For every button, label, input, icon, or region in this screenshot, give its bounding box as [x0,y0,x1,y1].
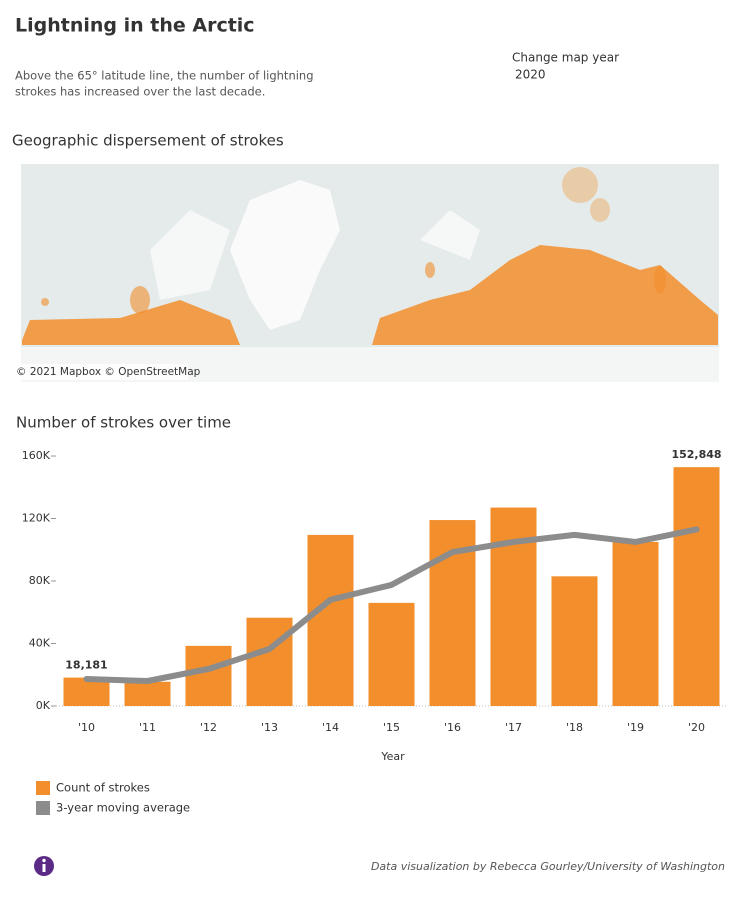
x-tick-label: '20 [688,721,705,734]
x-tick-label: '18 [566,721,583,734]
bar [612,541,659,706]
description: strokes has increased over the last deca… [15,85,265,99]
x-tick-label: '19 [627,721,644,734]
data-label: 152,848 [671,448,721,461]
legend-label: Count of strokes [56,781,150,795]
legend-swatch [36,781,50,795]
x-tick-label: '11 [139,721,156,734]
x-tick-label: '15 [383,721,400,734]
x-tick-label: '12 [200,721,217,734]
bar [673,467,720,706]
x-tick-label: '17 [505,721,522,734]
bar [368,602,415,706]
y-tick-label: 160K [22,449,51,462]
bar [246,617,293,706]
control-value[interactable]: 2020 [515,68,546,82]
bar [307,534,354,706]
credit: Data visualization by Rebecca Gourley/Un… [371,860,725,873]
bar [124,681,171,706]
map-attribution: © 2021 Mapbox © OpenStreetMap [16,366,201,378]
info-icon[interactable] [34,856,54,876]
data-label: 18,181 [65,659,107,672]
description: Above the 65° latitude line, the number … [15,69,314,83]
title: Lightning in the Arctic [15,15,255,37]
map: © 2021 Mapbox © OpenStreetMap [13,164,719,382]
y-tick-label: 120K [22,512,51,525]
control-label: Change map year [512,51,619,65]
y-tick-label: 80K [29,574,51,587]
legend-swatch [36,801,50,815]
x-axis-label: Year [380,750,405,763]
x-tick-label: '16 [444,721,461,734]
map-title: Geographic dispersement of strokes [12,132,284,150]
legend-label: 3-year moving average [56,801,190,815]
bar [551,576,598,706]
y-tick-label: 0K [36,699,51,712]
moving-average-line [83,526,700,684]
x-tick-label: '14 [322,721,339,734]
y-tick-label: 40K [29,637,51,650]
x-tick-label: '13 [261,721,278,734]
x-tick-label: '10 [78,721,95,734]
bar [185,645,232,706]
chart-title: Number of strokes over time [16,414,231,432]
